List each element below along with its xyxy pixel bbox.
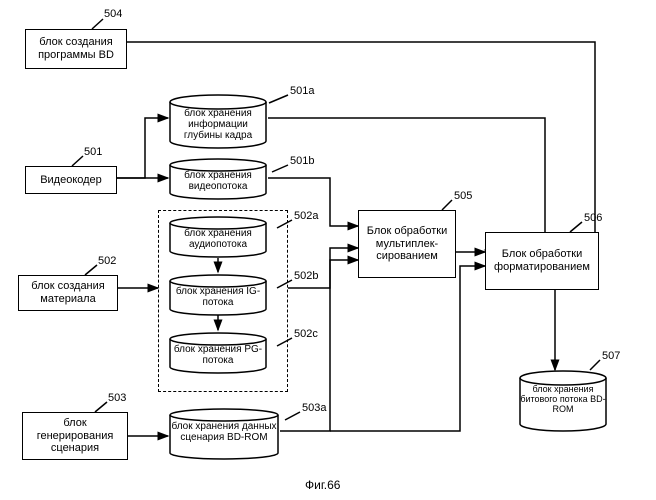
ref-501: 501 xyxy=(84,146,102,158)
diagram-canvas: блок создания программы BD 504 Видеокоде… xyxy=(0,0,656,500)
node-bd-program-creation: блок создания программы BD xyxy=(25,29,127,69)
db-bdrom-bitstream: блок хранения битового потока BD-ROM xyxy=(518,370,608,432)
node-label: блок создания программы BD xyxy=(28,36,124,61)
db-label: блок хранения данных сценария BD-ROM xyxy=(168,421,280,443)
node-multiplex-processing: Блок обработки мультиплек-сированием xyxy=(358,210,456,278)
db-bdrom-scenario: блок хранения данных сценария BD-ROM xyxy=(168,408,280,460)
db-ig-stream: блок хранения IG-потока xyxy=(168,274,268,316)
figure-caption: Фиг.66 xyxy=(305,478,340,492)
ref-502a: 502a xyxy=(294,210,318,222)
ref-503: 503 xyxy=(108,392,126,404)
ref-504: 504 xyxy=(104,8,122,20)
ref-502b: 502b xyxy=(294,270,318,282)
node-label: блок создания материала xyxy=(21,280,115,305)
db-label: блок хранения PG-потока xyxy=(168,344,268,366)
ref-505: 505 xyxy=(454,190,472,202)
ref-507: 507 xyxy=(602,350,620,362)
node-label: Блок обработки форматированием xyxy=(488,248,596,273)
ref-506: 506 xyxy=(584,212,602,224)
db-label: блок хранения информации глубины кадра xyxy=(168,108,268,141)
db-label: блок хранения IG-потока xyxy=(168,286,268,308)
db-label: блок хранения аудиопотока xyxy=(168,228,268,250)
node-videocoder: Видеокодер xyxy=(25,166,117,194)
db-audio-stream: блок хранения аудиопотока xyxy=(168,216,268,258)
ref-502: 502 xyxy=(98,255,116,267)
ref-503a: 503a xyxy=(302,402,326,414)
node-label: блок генерирования сценария xyxy=(25,417,125,455)
db-video-stream: блок хранения видеопотока xyxy=(168,158,268,200)
node-scenario-generation: блок генерирования сценария xyxy=(22,412,128,460)
ref-501b: 501b xyxy=(290,155,314,167)
node-formatting-processing: Блок обработки форматированием xyxy=(485,232,599,290)
db-label: блок хранения битового потока BD-ROM xyxy=(518,385,608,415)
node-label: Видеокодер xyxy=(40,174,102,187)
ref-502c: 502c xyxy=(294,328,318,340)
node-material-creation: блок создания материала xyxy=(18,275,118,311)
node-label: Блок обработки мультиплек-сированием xyxy=(361,225,453,263)
db-frame-depth-info: блок хранения информации глубины кадра xyxy=(168,94,268,149)
db-pg-stream: блок хранения PG-потока xyxy=(168,332,268,374)
ref-501a: 501a xyxy=(290,85,314,97)
db-label: блок хранения видеопотока xyxy=(168,170,268,192)
